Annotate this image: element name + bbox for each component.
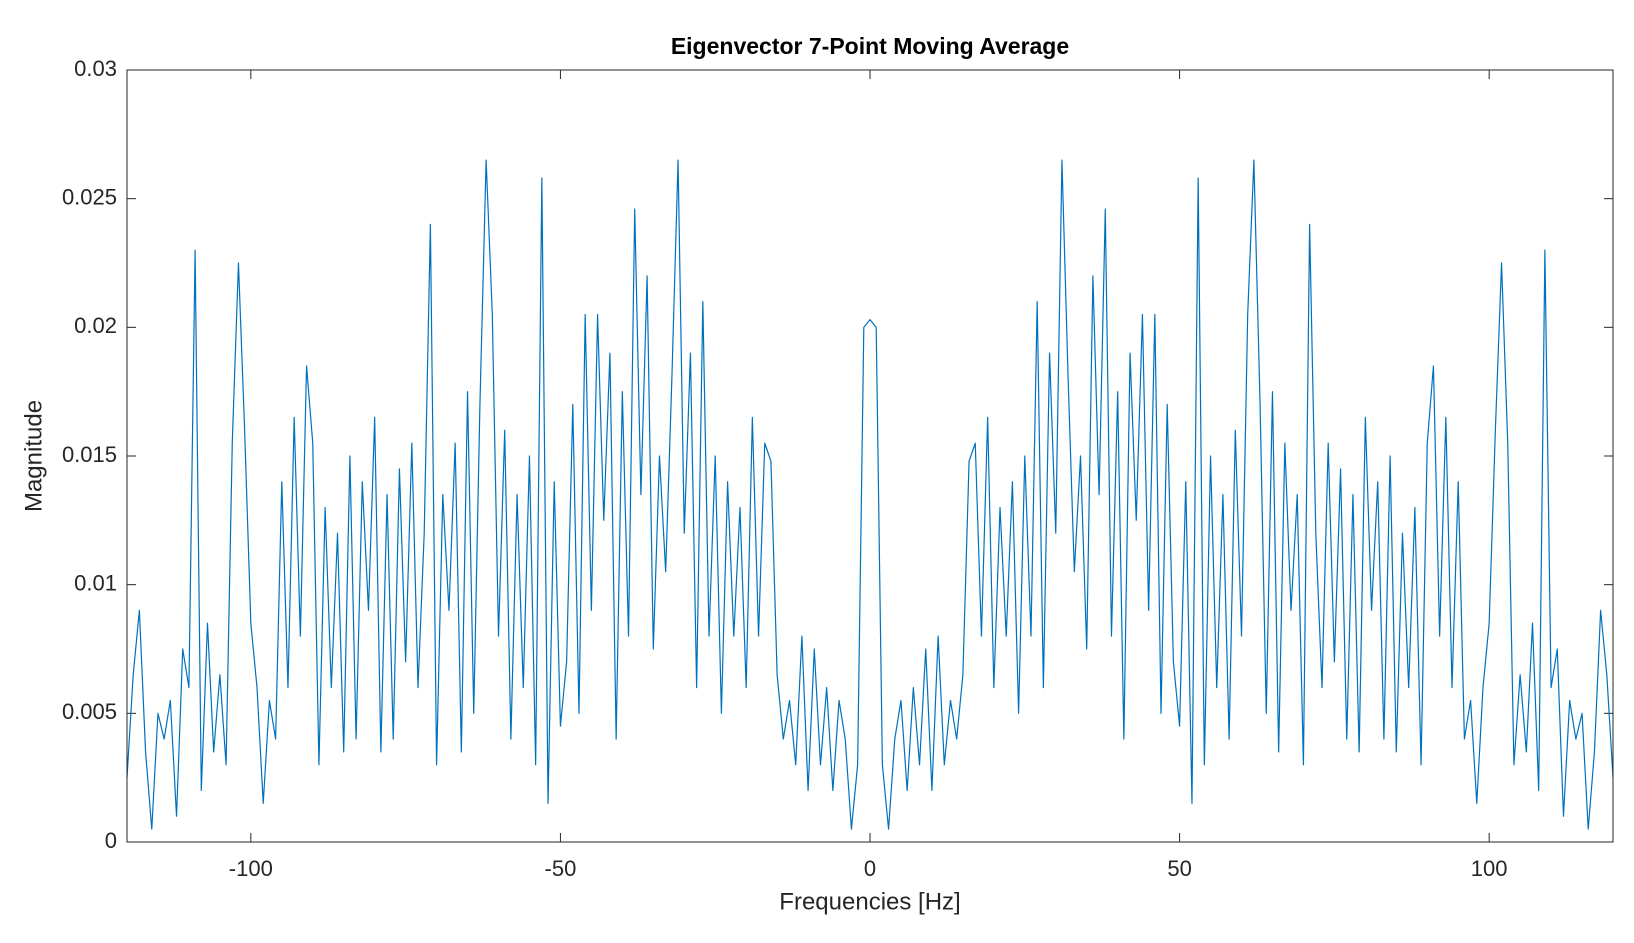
y-tick-label: 0.015: [62, 442, 117, 467]
x-tick-label: 0: [864, 856, 876, 881]
y-tick-label: 0: [105, 828, 117, 853]
plot-frame: [126, 69, 1614, 843]
y-tick-label: 0.025: [62, 184, 117, 209]
y-tick-label: 0.01: [74, 570, 117, 595]
y-tick-label: 0.03: [74, 56, 117, 81]
y-tick-label: 0.02: [74, 313, 117, 338]
x-axis-label: Frequencies [Hz]: [779, 888, 960, 915]
y-axis-label: Magnitude: [20, 400, 47, 512]
x-tick-label: 100: [1471, 856, 1508, 881]
x-tick-label: -50: [545, 856, 577, 881]
x-tick-label: 50: [1167, 856, 1191, 881]
y-tick-label: 0.005: [62, 699, 117, 724]
x-tick-label: -100: [229, 856, 273, 881]
data-line: [126, 159, 1614, 830]
chart-title: Eigenvector 7-Point Moving Average: [671, 33, 1069, 59]
